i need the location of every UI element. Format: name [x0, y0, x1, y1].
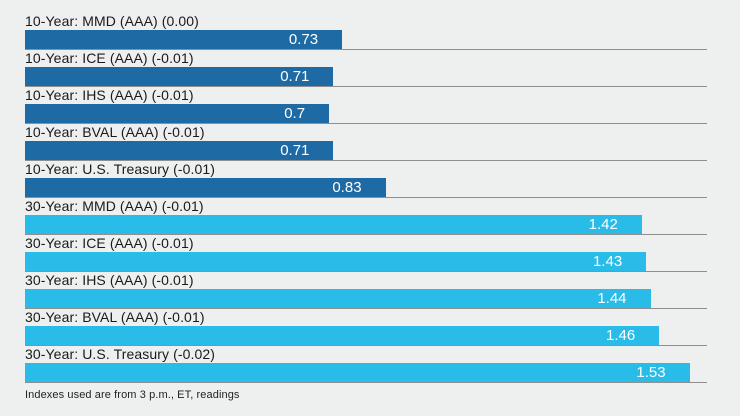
bar-track: 0.73 — [25, 30, 707, 49]
bar-track: 0.71 — [25, 67, 707, 86]
bar: 1.46 — [25, 326, 660, 345]
chart-footnote: Indexes used are from 3 p.m., ET, readin… — [25, 389, 240, 401]
bar-label: 10-Year: IHS (AAA) (-0.01) — [25, 87, 194, 103]
bar-row: 30-Year: MMD (AAA) (-0.01) 1.42 — [25, 198, 707, 235]
bar: 0.83 — [25, 178, 386, 197]
bar-track: 1.44 — [25, 289, 707, 308]
bar-row: 30-Year: ICE (AAA) (-0.01) 1.43 — [25, 235, 707, 272]
bar-label: 30-Year: MMD (AAA) (-0.01) — [25, 198, 204, 214]
bar-track: 0.71 — [25, 141, 707, 160]
bar-label: 10-Year: U.S. Treasury (-0.01) — [25, 161, 216, 177]
bar-track: 1.46 — [25, 326, 707, 345]
bar: 0.7 — [25, 104, 330, 123]
bar-label: 30-Year: BVAL (AAA) (-0.01) — [25, 309, 205, 325]
bar-track: 1.53 — [25, 363, 707, 382]
bar-row: 30-Year: IHS (AAA) (-0.01) 1.44 — [25, 272, 707, 309]
bar-value-label: 1.46 — [606, 327, 636, 344]
bar-label: 30-Year: ICE (AAA) (-0.01) — [25, 235, 194, 251]
bar-value-label: 1.44 — [597, 290, 627, 307]
bar-value-label: 0.73 — [288, 31, 319, 48]
bar-track: 1.42 — [25, 215, 707, 234]
bar-value-label: 0.7 — [284, 105, 306, 122]
bar-chart: 10-Year: MMD (AAA) (0.00) 0.73 10-Year: … — [25, 13, 707, 383]
bar: 1.42 — [25, 215, 642, 234]
bar-track: 1.43 — [25, 252, 707, 271]
bar-track: 0.7 — [25, 104, 707, 123]
bar: 0.71 — [25, 67, 334, 86]
bar-label: 10-Year: ICE (AAA) (-0.01) — [25, 50, 194, 66]
bar-value-label: 0.83 — [332, 179, 362, 196]
bar-track: 0.83 — [25, 178, 707, 197]
bar-value-label: 0.71 — [280, 68, 310, 85]
bar-label: 30-Year: U.S. Treasury (-0.02) — [25, 346, 216, 362]
bar-label: 30-Year: IHS (AAA) (-0.01) — [25, 272, 194, 288]
bar-row: 10-Year: U.S. Treasury (-0.01) 0.83 — [25, 161, 707, 198]
bar-row: 10-Year: BVAL (AAA) (-0.01) 0.71 — [25, 124, 707, 161]
bar-value-label: 1.53 — [636, 364, 666, 381]
bar: 0.71 — [25, 141, 334, 160]
bar-row: 30-Year: U.S. Treasury (-0.02) 1.53 — [25, 346, 707, 383]
bar: 1.53 — [25, 363, 690, 382]
bar-row: 10-Year: ICE (AAA) (-0.01) 0.71 — [25, 50, 707, 87]
bar: 0.73 — [25, 30, 343, 49]
bar-value-label: 1.42 — [588, 216, 618, 233]
bar-label: 10-Year: BVAL (AAA) (-0.01) — [25, 124, 205, 140]
bar-value-label: 0.71 — [280, 142, 310, 159]
bar: 1.43 — [25, 252, 647, 271]
bar-row: 30-Year: BVAL (AAA) (-0.01) 1.46 — [25, 309, 707, 346]
bar-row: 10-Year: IHS (AAA) (-0.01) 0.7 — [25, 87, 707, 124]
bar-label: 10-Year: MMD (AAA) (0.00) — [25, 13, 199, 29]
bar-row: 10-Year: MMD (AAA) (0.00) 0.73 — [25, 13, 707, 50]
bar-value-label: 1.43 — [592, 253, 623, 270]
bar: 1.44 — [25, 289, 651, 308]
